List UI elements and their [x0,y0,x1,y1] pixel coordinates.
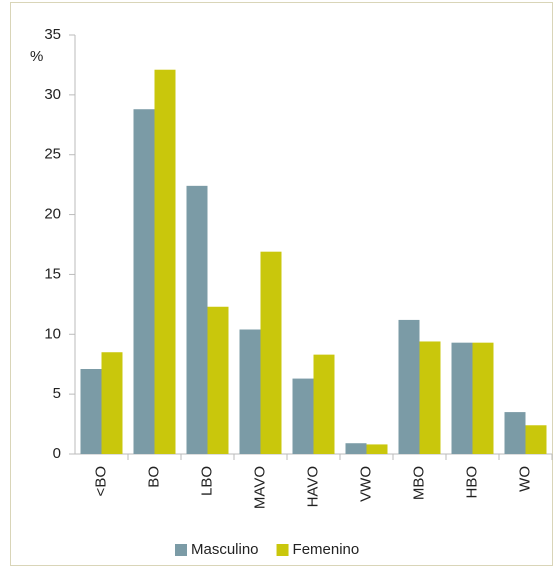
y-tick-label: 35 [44,26,61,43]
legend-swatch [175,544,187,556]
bar [80,369,102,454]
legend-swatch [276,544,289,556]
x-tick-label: BO [145,466,162,488]
y-tick-label: 0 [53,445,61,462]
y-tick-label: 10 [44,325,61,342]
bar [525,425,547,454]
y-tick-label: 25 [44,146,61,163]
bar [260,251,282,454]
bar [133,109,155,455]
y-axis-label: % [30,48,43,65]
bar [154,69,176,455]
y-tick-label: 30 [44,86,61,103]
y-tick-label: 15 [44,265,61,282]
x-tick-label: HBO [463,466,480,499]
legend-label: Masculino [191,541,259,558]
bar [504,412,526,454]
x-tick-label: WO [516,466,533,492]
bar [419,341,441,454]
bar [451,342,473,454]
bar [207,306,229,454]
x-tick-label: HAVO [304,466,321,507]
bar [186,185,208,454]
bar [239,329,261,454]
x-tick-label: VWO [357,466,374,502]
legend-label: Femenino [293,541,360,558]
x-tick-label: MAVO [251,466,268,509]
bar [472,342,494,454]
x-tick-label: <BO [92,466,109,496]
y-tick-label: 5 [53,385,61,402]
x-tick-label: LBO [198,466,215,496]
bar [292,378,314,454]
bar [313,354,335,454]
bar [345,443,367,454]
bar [398,319,420,454]
chart-border [10,2,553,566]
bar [101,352,123,454]
bar [366,444,388,454]
y-tick-label: 20 [44,206,61,223]
x-tick-label: MBO [410,466,427,500]
